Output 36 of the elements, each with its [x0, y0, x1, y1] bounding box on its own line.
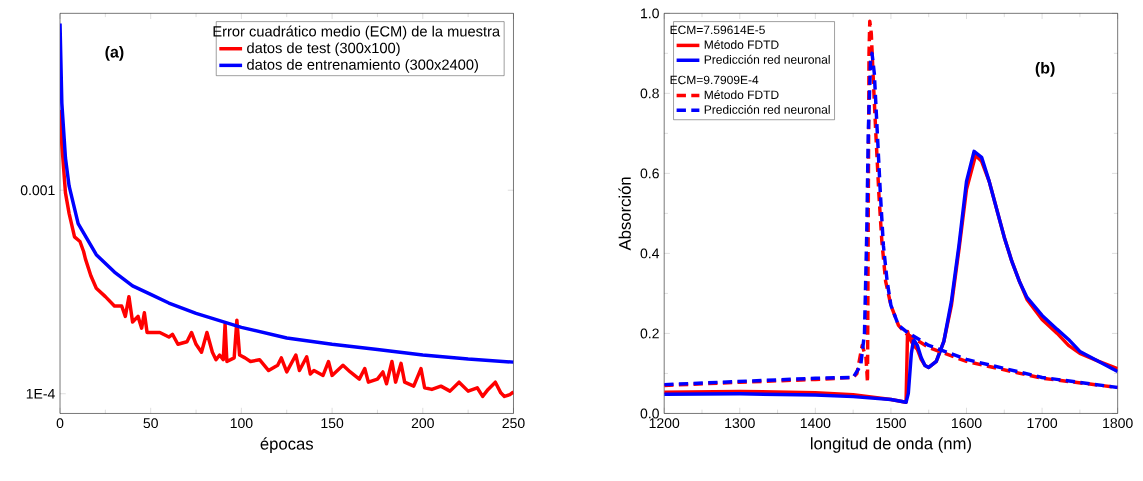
x-tick-label: 0 — [56, 417, 64, 428]
y-tick-label: 0.001 — [20, 185, 55, 195]
annotation: ECM=7.59614E-5 — [670, 25, 765, 34]
x-tick-label: 1400 — [800, 417, 831, 428]
annotation: ECM=9.7909E-4 — [670, 75, 759, 84]
y-tick-label: 1E-4 — [26, 388, 55, 399]
legend-label: datos de test (300x100) — [247, 42, 400, 56]
legend-label: Método FDTD — [704, 89, 779, 99]
x-tick-label: 1500 — [876, 417, 906, 428]
x-tick-label: 150 — [321, 417, 344, 428]
x-axis-title: longitud de onda (nm) — [810, 436, 971, 453]
legend-label: Método FDTD — [704, 39, 779, 49]
y-tick-label: 0.4 — [640, 248, 660, 259]
x-tick-label: 250 — [502, 417, 525, 428]
y-axis-title: Absorción — [618, 177, 631, 251]
x-tick-label: 200 — [411, 417, 434, 428]
legend-label: datos de entrenamiento (300x2400) — [247, 58, 478, 73]
y-tick-label: 0.2 — [640, 328, 659, 339]
legend-title: Error cuadrático medio (ECM) de la muestra — [213, 25, 501, 40]
y-tick-label: 0.0 — [640, 408, 659, 419]
legend-label: Predicción red neuronal — [704, 54, 830, 64]
annotation: (a) — [105, 45, 124, 61]
line-series — [60, 21, 514, 364]
x-tick-label: 1300 — [725, 417, 755, 428]
y-tick-label: 0.8 — [640, 88, 659, 99]
x-axis-title: épocas — [260, 437, 314, 453]
x-tick-label: 100 — [230, 417, 253, 428]
x-tick-label: 1600 — [952, 417, 982, 428]
y-tick-label: 0.6 — [640, 168, 659, 179]
x-tick-label: 1700 — [1027, 417, 1058, 428]
annotation: (b) — [1035, 61, 1055, 77]
legend-label: Predicción red neuronal — [704, 104, 830, 114]
x-tick-label: 50 — [143, 417, 158, 428]
x-tick-label: 1200 — [649, 417, 680, 428]
y-tick-label: 1.0 — [641, 8, 659, 19]
x-tick-label: 1800 — [1103, 417, 1133, 428]
